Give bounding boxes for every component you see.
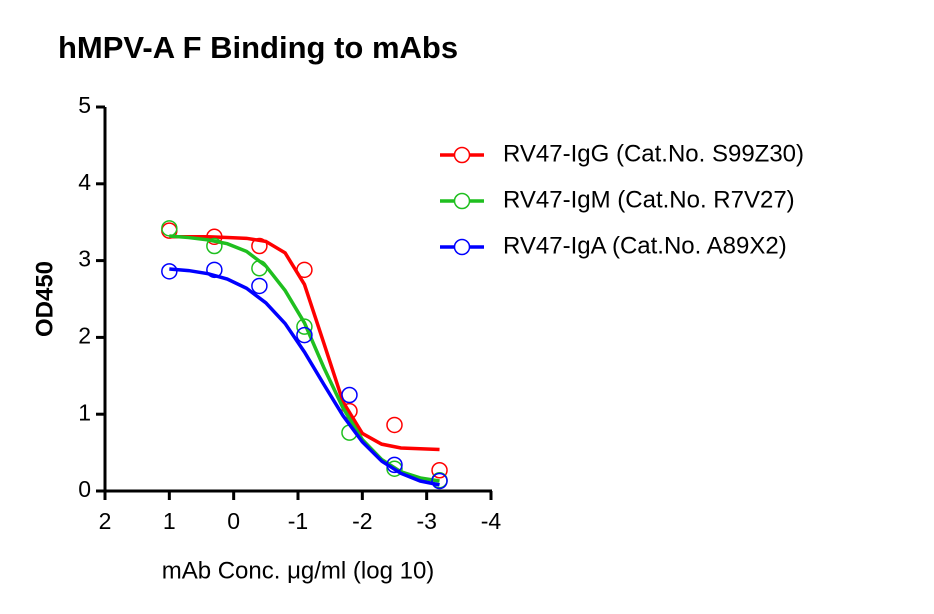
- x-tick-label: 0: [227, 508, 240, 534]
- legend-label: RV47-IgA (Cat.No. A89X2): [503, 232, 787, 259]
- x-tick-label: 1: [163, 508, 176, 534]
- x-axis-label: mAb Conc. μg/ml (log 10): [162, 557, 435, 584]
- legend-marker: [453, 238, 471, 256]
- data-point: [386, 416, 403, 434]
- x-tick-label: -2: [352, 508, 372, 534]
- fit-curve: [169, 235, 440, 452]
- data-point: [206, 237, 223, 255]
- data-point: [161, 263, 178, 280]
- legend-label: RV47-IgG (Cat.No. S99Z30): [503, 140, 804, 167]
- data-point: [386, 460, 403, 477]
- x-tick-label: -3: [416, 508, 436, 534]
- legend-label: RV47-IgM (Cat.No. R7V27): [503, 186, 795, 213]
- data-point: [161, 220, 178, 237]
- data-point: [206, 228, 223, 246]
- data-point: [386, 456, 403, 474]
- y-tick-label: 1: [78, 399, 91, 425]
- y-axis-label: OD450: [31, 261, 58, 337]
- data-point: [296, 261, 313, 279]
- data-point: [341, 386, 358, 404]
- data-point: [251, 260, 268, 277]
- data-point: [251, 277, 268, 295]
- y-tick-label: 4: [78, 169, 91, 195]
- data-point: [251, 237, 268, 255]
- data-point: [296, 318, 313, 335]
- data-point: [296, 326, 313, 344]
- data-point: [431, 462, 448, 479]
- data-point: [206, 261, 223, 279]
- x-tick-label: -4: [481, 508, 502, 534]
- chart-title: hMPV-A F Binding to mAbs: [58, 30, 458, 65]
- y-tick-label: 3: [78, 246, 91, 272]
- x-tick-label: -1: [288, 508, 308, 534]
- data-point: [431, 472, 448, 490]
- y-tick-label: 5: [78, 92, 91, 118]
- x-tick-label: 2: [99, 508, 112, 534]
- legend-marker: [453, 192, 471, 210]
- y-tick-label: 0: [78, 476, 91, 502]
- legend-marker: [453, 146, 471, 164]
- fit-curve: [169, 267, 440, 487]
- y-tick-label: 2: [78, 322, 91, 348]
